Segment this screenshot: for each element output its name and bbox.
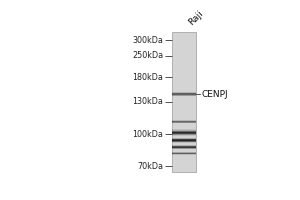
Bar xyxy=(172,140,196,141)
Bar xyxy=(172,145,196,146)
Bar xyxy=(172,129,196,130)
Text: 100kDa: 100kDa xyxy=(133,130,164,139)
Bar xyxy=(172,94,196,95)
Bar xyxy=(172,122,196,123)
Bar xyxy=(172,139,196,140)
Bar xyxy=(172,130,196,131)
Bar xyxy=(172,132,196,133)
Bar xyxy=(172,135,196,136)
Text: CENPJ: CENPJ xyxy=(201,90,228,99)
Bar xyxy=(172,153,196,154)
Bar xyxy=(172,154,196,155)
Bar xyxy=(172,142,196,143)
Bar xyxy=(172,120,196,121)
Text: 130kDa: 130kDa xyxy=(133,97,164,106)
Text: 250kDa: 250kDa xyxy=(132,51,164,60)
Text: 180kDa: 180kDa xyxy=(133,73,164,82)
Bar xyxy=(172,141,196,142)
Bar xyxy=(172,131,196,132)
Text: Raji: Raji xyxy=(186,9,205,27)
Bar xyxy=(172,148,196,149)
Bar xyxy=(172,93,196,94)
Bar xyxy=(172,95,196,96)
Bar xyxy=(172,152,196,153)
Bar xyxy=(172,147,196,148)
Bar xyxy=(172,133,196,134)
Bar xyxy=(172,92,196,93)
Bar xyxy=(172,146,196,147)
Text: 300kDa: 300kDa xyxy=(133,36,164,45)
Text: 70kDa: 70kDa xyxy=(137,162,164,171)
Bar xyxy=(172,134,196,135)
Bar xyxy=(172,32,196,172)
Bar xyxy=(172,121,196,122)
Bar xyxy=(172,138,196,139)
